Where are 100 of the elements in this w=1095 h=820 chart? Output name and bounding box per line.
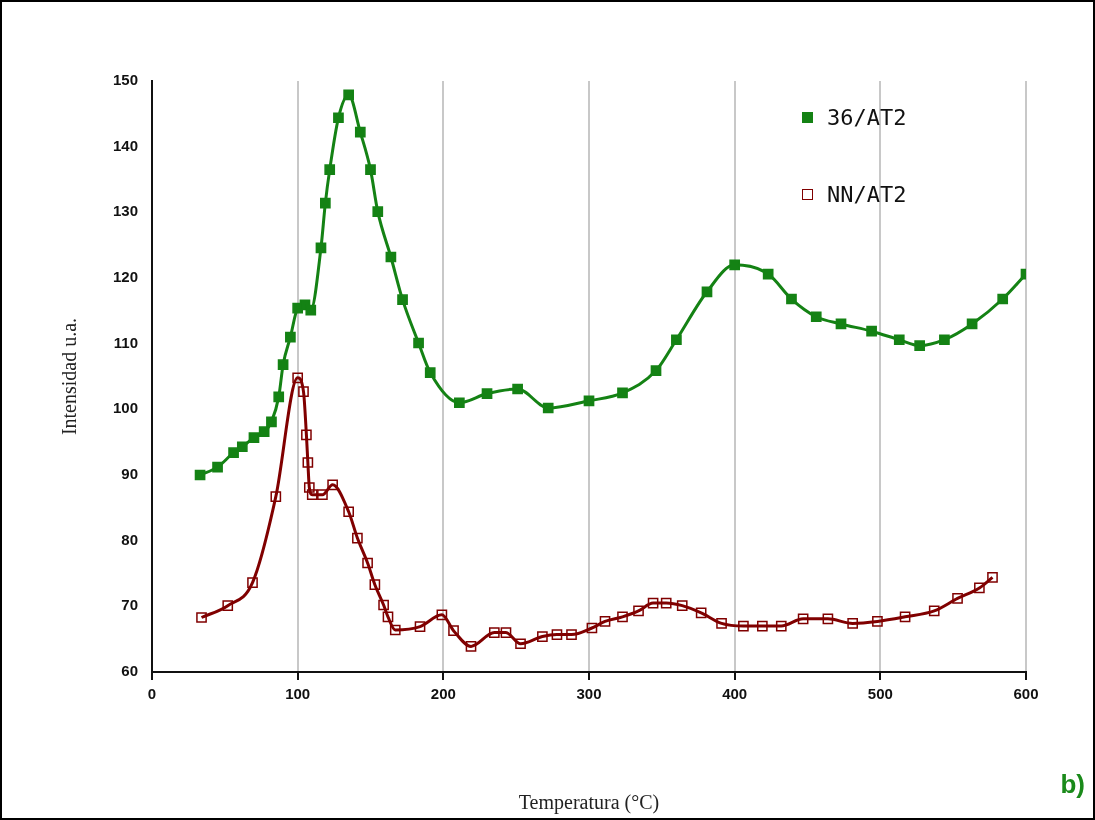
point: [566, 629, 577, 640]
point: [676, 600, 688, 612]
point: [822, 613, 834, 625]
point: [436, 609, 448, 621]
point: [352, 532, 363, 544]
point: [306, 489, 318, 501]
point: [277, 359, 289, 371]
x-tick-label: 100: [285, 685, 311, 703]
point: [512, 383, 523, 395]
point: [343, 89, 354, 101]
point: [586, 622, 598, 634]
point: [382, 611, 394, 623]
point: [414, 621, 426, 633]
point: [729, 259, 741, 271]
y-tick-label: 130: [112, 202, 138, 220]
point: [273, 391, 285, 403]
point: [914, 340, 926, 351]
point: [270, 491, 282, 503]
point: [378, 599, 389, 611]
point: [599, 616, 611, 627]
point: [701, 286, 713, 298]
point: [738, 620, 749, 632]
point: [222, 600, 234, 612]
point: [248, 432, 260, 443]
point: [650, 365, 662, 376]
point: [320, 197, 331, 209]
legend-label: 36/AT2: [827, 105, 907, 130]
point: [847, 618, 858, 629]
point: [542, 402, 554, 414]
point: [303, 482, 315, 493]
point: [298, 386, 309, 397]
point: [343, 506, 354, 518]
point: [617, 611, 628, 623]
point: [775, 620, 787, 632]
point: [633, 605, 644, 617]
point: [551, 629, 563, 640]
point: [893, 334, 905, 346]
x-axis-title: Temperatura (°C): [518, 791, 660, 815]
point: [952, 593, 963, 604]
point: [305, 304, 317, 316]
point: [236, 441, 248, 453]
point: [515, 638, 526, 650]
x-tick-label: 500: [867, 685, 893, 703]
point: [939, 334, 950, 346]
point: [660, 597, 672, 609]
point: [258, 426, 270, 438]
point: [488, 627, 500, 638]
point: [583, 395, 595, 407]
point: [695, 607, 707, 619]
x-tick-label: 400: [722, 685, 748, 703]
point: [324, 164, 336, 175]
x-tick-label: 0: [147, 685, 157, 703]
point: [292, 372, 304, 384]
point: [671, 334, 682, 346]
point: [997, 293, 1009, 305]
y-axis-title: Intensidad u.a.: [58, 317, 81, 436]
point: [987, 572, 998, 583]
point: [500, 627, 512, 638]
point: [365, 164, 376, 175]
point: [481, 388, 493, 399]
point: [369, 579, 381, 591]
point: [872, 616, 883, 627]
point: [448, 625, 459, 636]
x-tick-label: 600: [1013, 685, 1039, 703]
point: [762, 268, 774, 280]
point: [537, 631, 548, 642]
y-tick-label: 110: [113, 333, 138, 351]
x-tick-label: 300: [576, 685, 602, 703]
point: [301, 429, 312, 441]
point: [413, 337, 424, 349]
point: [302, 457, 314, 468]
y-tick-label: 150: [112, 71, 138, 89]
point: [372, 206, 384, 218]
point: [465, 641, 477, 652]
point: [397, 294, 408, 306]
point: [389, 624, 401, 636]
point: [716, 618, 727, 629]
point: [228, 447, 239, 459]
point: [757, 620, 768, 632]
y-tick-label: 100: [112, 399, 138, 417]
point: [196, 612, 207, 623]
point: [899, 611, 911, 623]
point: [327, 479, 338, 491]
point: [212, 461, 223, 473]
point: [928, 605, 940, 617]
point: [354, 126, 366, 138]
point: [617, 387, 628, 399]
legend-label: NN/AT2: [827, 182, 907, 207]
point: [647, 597, 659, 609]
point: [247, 577, 258, 589]
point: [266, 416, 277, 428]
point: [333, 112, 344, 124]
y-tick-label: 80: [121, 530, 138, 548]
point: [454, 397, 465, 409]
point: [810, 311, 822, 323]
point: [786, 293, 797, 305]
point: [424, 367, 436, 378]
point: [797, 613, 809, 625]
y-tick-label: 90: [121, 465, 138, 483]
point: [317, 489, 328, 501]
